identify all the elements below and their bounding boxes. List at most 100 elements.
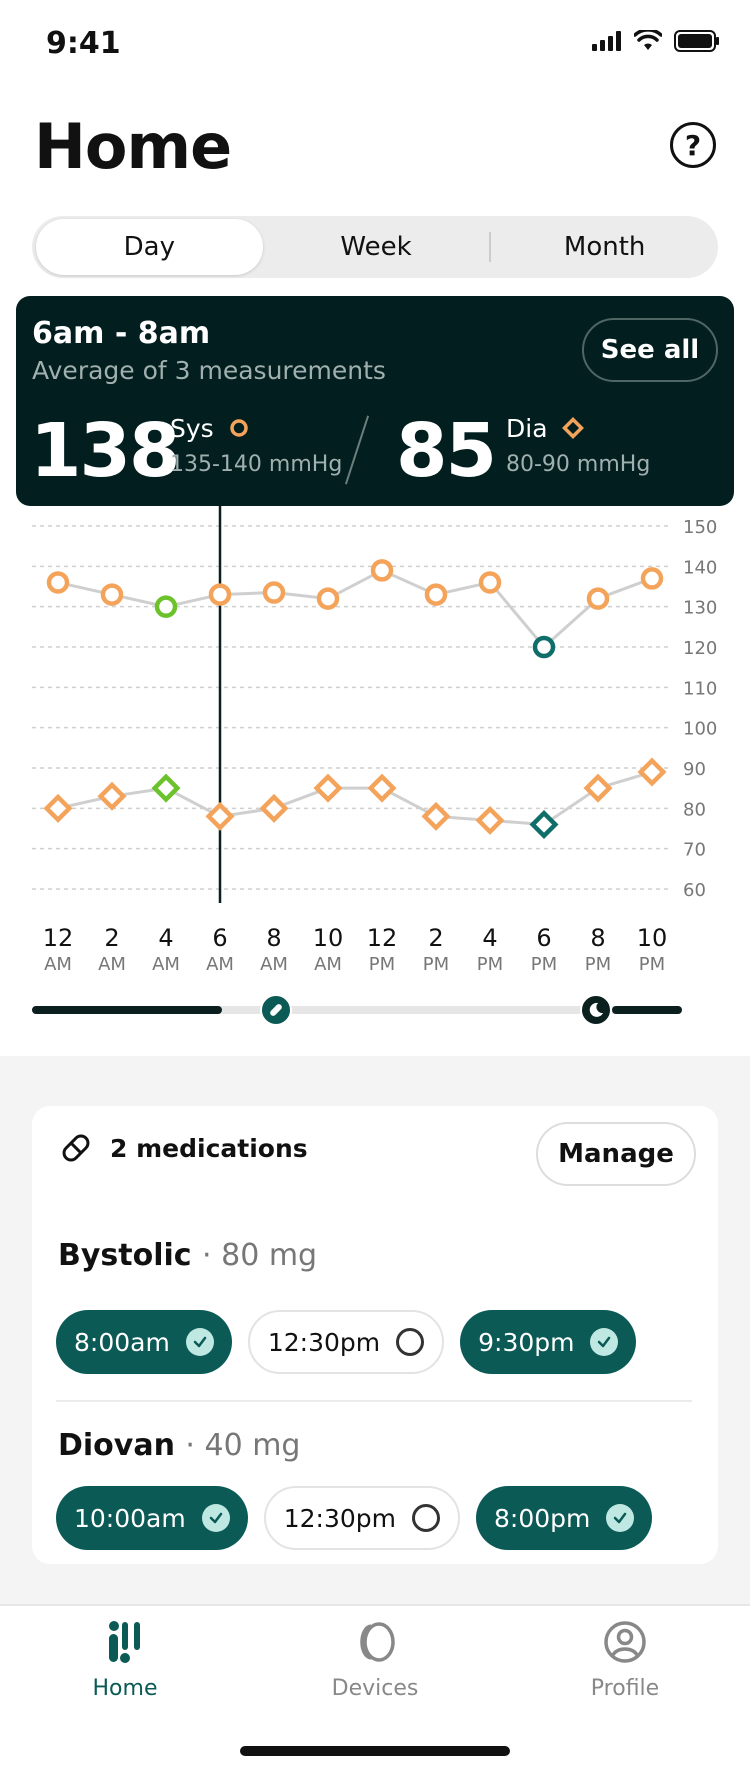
x-tick-period: PM — [368, 954, 396, 975]
medication-dose: 40 mg — [204, 1428, 301, 1463]
sys-data-point — [262, 581, 286, 604]
tab-day[interactable]: Day — [36, 219, 263, 275]
timeline-night-marker[interactable] — [580, 994, 612, 1026]
series-line-sys — [57, 568, 653, 650]
sys-data-point — [370, 559, 394, 582]
timeline-slider[interactable] — [32, 990, 682, 1030]
sys-data-point — [640, 567, 664, 590]
y-tick-label: 120 — [683, 638, 717, 659]
y-tick-label: 70 — [683, 840, 706, 861]
tab-profile[interactable]: Profile — [545, 1620, 705, 1701]
x-tick-hour: 10 — [312, 924, 344, 952]
dia-data-point — [205, 801, 235, 831]
value-separator — [344, 415, 370, 485]
x-tick-hour: 8 — [266, 924, 282, 952]
manage-button[interactable]: Manage — [536, 1122, 696, 1186]
dose-pill[interactable]: 9:30pm — [460, 1310, 637, 1374]
dose-time: 9:30pm — [478, 1327, 575, 1357]
y-tick-label: 60 — [683, 880, 706, 901]
sys-data-point — [154, 595, 178, 618]
tab-profile-label: Profile — [590, 1676, 660, 1701]
dia-data-point — [367, 773, 397, 803]
dia-data-point — [637, 757, 667, 787]
dose-time: 10:00am — [74, 1503, 186, 1533]
moon-icon — [589, 1002, 603, 1017]
tab-week[interactable]: Week — [340, 232, 412, 262]
diamond-marker-icon — [562, 417, 585, 439]
y-tick-label: 90 — [683, 759, 706, 780]
sys-data-point — [478, 571, 502, 594]
y-tick-label: 150 — [683, 517, 717, 538]
sys-data-point — [208, 583, 232, 606]
time-range: 6am - 8am — [32, 316, 211, 351]
diastolic-value: 85 — [396, 408, 497, 494]
dia-data-point — [313, 773, 343, 803]
empty-circle-icon — [412, 1504, 440, 1532]
period-segmented-control: Day Week Month — [32, 216, 718, 278]
x-tick-period: AM — [44, 954, 72, 975]
blood-pressure-chart[interactable]: 150 140 130 120 110 100 90 80 70 60 — [0, 506, 750, 906]
dose-pill[interactable]: 8:00am — [56, 1310, 232, 1374]
dose-time: 8:00pm — [494, 1503, 591, 1533]
x-tick-hour: 4 — [158, 924, 174, 952]
x-tick-label: 8 PM — [568, 924, 628, 975]
dose-time: 8:00am — [74, 1327, 170, 1357]
timeline-medication-marker[interactable] — [260, 994, 292, 1026]
sys-data-point — [424, 583, 448, 606]
dose-pill[interactable]: 8:00pm — [476, 1486, 653, 1550]
dose-time: 12:30pm — [267, 1327, 381, 1357]
dose-pill[interactable]: 10:00am — [56, 1486, 248, 1550]
pill-icon — [62, 1134, 90, 1162]
medications-header: 2 medications — [58, 1130, 308, 1166]
systolic-label: Sys — [170, 414, 250, 443]
x-tick-hour: 2 — [428, 924, 444, 952]
battery-icon — [674, 30, 719, 52]
sys-data-point — [532, 635, 556, 659]
x-tick-period: PM — [422, 954, 450, 975]
chart-x-axis: 12 AM 2 AM 4 AM 6 AM 8 AM 10 AM 12 PM 2 PM 4 PM 6 PM 8 PM 10 PM — [0, 924, 750, 984]
medications-section: 2 medications Manage Bystolic · 80 mg 8:… — [0, 1056, 750, 1604]
y-tick-label: 80 — [683, 799, 706, 820]
y-tick-label: 110 — [683, 678, 717, 699]
medication-title: Bystolic — [58, 1238, 192, 1273]
segment-divider — [489, 232, 492, 262]
x-tick-label: 12 AM — [28, 924, 88, 975]
diastolic-label-text: Dia — [506, 414, 548, 443]
diastolic-label: Dia — [506, 414, 585, 443]
timeline-track — [32, 1006, 682, 1014]
x-tick-label: 4 AM — [136, 924, 196, 975]
medication-divider — [56, 1400, 692, 1402]
status-bar: 9:41 — [0, 0, 750, 90]
tab-devices[interactable]: Devices — [295, 1620, 455, 1701]
x-tick-hour: 10 — [636, 924, 668, 952]
sys-data-point — [46, 571, 70, 594]
x-tick-hour: 2 — [104, 924, 120, 952]
check-icon — [201, 1504, 230, 1532]
dia-data-point — [421, 801, 451, 831]
x-tick-period: AM — [314, 954, 342, 975]
dia-data-point — [475, 805, 505, 835]
help-button[interactable]: ? — [670, 122, 716, 168]
x-tick-label: 10 PM — [622, 924, 682, 975]
tab-month[interactable]: Month — [563, 232, 646, 262]
dose-pill[interactable]: 12:30pm — [247, 1310, 445, 1374]
x-tick-period: AM — [206, 954, 234, 975]
home-indicator — [240, 1746, 510, 1756]
series-line-dia — [57, 770, 653, 827]
device-icon — [360, 1622, 395, 1662]
check-icon — [606, 1504, 635, 1532]
question-circle-icon: ? — [684, 128, 702, 162]
medications-card: 2 medications Manage Bystolic · 80 mg 8:… — [32, 1106, 718, 1564]
see-all-button[interactable]: See all — [582, 318, 718, 382]
y-tick-label: 130 — [683, 598, 717, 619]
x-tick-hour: 6 — [212, 924, 228, 952]
status-icons — [592, 30, 720, 52]
x-tick-label: 2 PM — [406, 924, 466, 975]
sys-data-point — [316, 587, 340, 610]
dose-pill[interactable]: 12:30pm — [263, 1486, 460, 1550]
dose-times-row: 8:00am 12:30pm 9:30pm — [56, 1310, 637, 1374]
dia-data-point — [529, 809, 559, 839]
timeline-fill-morning — [32, 1006, 222, 1014]
x-tick-period: AM — [152, 954, 180, 975]
tab-home[interactable]: Home — [45, 1620, 205, 1701]
